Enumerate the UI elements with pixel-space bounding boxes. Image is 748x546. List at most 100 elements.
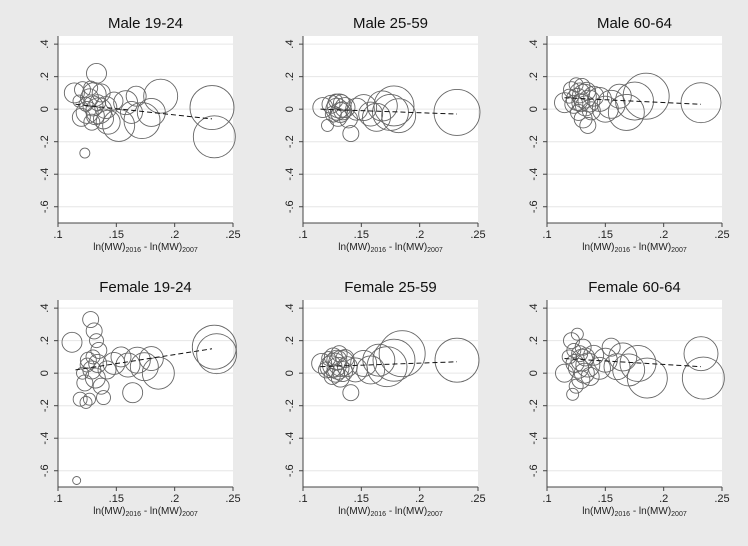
y-tick-label: .2 (528, 336, 540, 345)
x-axis-label-subscript: 2016 (370, 247, 386, 254)
panel-title: Female 19-24 (99, 279, 192, 296)
data-point (350, 94, 378, 121)
data-point (603, 353, 631, 381)
y-tick-label: .4 (284, 40, 296, 49)
y-tick-label: .2 (39, 72, 51, 81)
y-tick-label: -.4 (528, 168, 540, 181)
data-point (86, 62, 107, 84)
data-point (84, 367, 106, 389)
data-point (579, 116, 597, 134)
y-tick-label: .4 (39, 40, 51, 49)
x-axis-label-subscript: 2007 (427, 247, 443, 254)
data-point (93, 108, 114, 130)
data-point (196, 333, 238, 375)
data-point (626, 357, 668, 399)
y-tick-label: -.4 (528, 432, 540, 445)
data-point (330, 368, 350, 388)
plot-area (58, 36, 233, 223)
x-tick-label: .2 (170, 229, 179, 241)
data-point (192, 115, 236, 159)
y-tick-label: -.4 (39, 432, 51, 445)
data-point (574, 338, 592, 356)
x-axis-label-part: ln(MW) (93, 506, 125, 517)
x-axis-label: ln(MW)2016 - ln(MW)2007 (338, 242, 443, 254)
data-point (564, 94, 584, 114)
data-point (372, 338, 416, 382)
panel-title: Female 60-64 (588, 279, 681, 296)
data-point (362, 343, 396, 377)
data-point (583, 344, 605, 366)
x-tick-label: .25 (470, 493, 485, 505)
y-tick-label: 0 (39, 106, 51, 112)
x-axis-label-part: - ln(MW) (141, 242, 182, 253)
x-tick-label: .15 (598, 493, 613, 505)
data-point (63, 82, 85, 104)
data-point (342, 125, 360, 143)
data-point (566, 342, 582, 358)
x-axis-label-subscript: 2007 (182, 511, 198, 518)
x-tick-label: .2 (415, 493, 424, 505)
data-point (110, 346, 132, 368)
data-point (76, 366, 89, 380)
data-point (680, 82, 722, 124)
y-tick-label: -.6 (528, 464, 540, 477)
y-tick-label: -.2 (39, 399, 51, 412)
data-point (434, 337, 480, 383)
data-point (72, 476, 82, 485)
fit-line (320, 108, 458, 115)
x-axis-label-subscript: 2016 (614, 247, 630, 254)
y-tick-label: -.4 (284, 432, 296, 445)
x-tick-label: .2 (659, 229, 668, 241)
x-tick-label: .1 (542, 493, 551, 505)
x-tick-label: .1 (53, 229, 62, 241)
x-tick-label: .15 (109, 229, 124, 241)
x-axis-label: ln(MW)2016 - ln(MW)2007 (93, 506, 198, 518)
data-point (89, 333, 104, 349)
x-tick-label: .2 (415, 229, 424, 241)
panel-title: Male 60-64 (597, 15, 672, 32)
y-tick-label: -.6 (39, 464, 51, 477)
data-point (97, 360, 117, 380)
x-tick-label: .2 (659, 493, 668, 505)
y-tick-label: -.6 (528, 200, 540, 213)
y-tick-label: -.2 (284, 399, 296, 412)
x-tick-label: .1 (53, 493, 62, 505)
x-axis-label-part: - ln(MW) (630, 506, 671, 517)
x-axis-label-subscript: 2007 (182, 247, 198, 254)
data-point (85, 322, 103, 340)
data-point (120, 100, 143, 124)
fit-line (564, 97, 702, 105)
data-point (95, 109, 121, 135)
x-axis-label-part: - ln(MW) (630, 242, 671, 253)
data-point (580, 366, 600, 386)
data-point (335, 349, 355, 368)
x-tick-label: .25 (225, 229, 240, 241)
x-axis-label-subscript: 2007 (671, 247, 687, 254)
data-point (596, 89, 626, 119)
x-tick-label: .25 (714, 493, 729, 505)
data-point (143, 78, 179, 114)
y-tick-label: .2 (284, 72, 296, 81)
data-point (82, 311, 100, 328)
data-point (75, 100, 99, 124)
data-point (79, 147, 91, 159)
y-tick-label: 0 (284, 106, 296, 112)
data-point (565, 87, 589, 111)
x-axis-label: ln(MW)2016 - ln(MW)2007 (582, 506, 687, 518)
data-point (591, 95, 619, 123)
data-point (356, 355, 386, 385)
x-tick-label: .1 (298, 493, 307, 505)
data-point (92, 377, 110, 395)
panel-title: Male 19-24 (108, 15, 183, 32)
fit-line (75, 348, 213, 371)
data-point (581, 101, 601, 121)
fit-line (564, 358, 702, 368)
data-point (332, 361, 354, 382)
data-point (189, 85, 235, 130)
data-point (373, 85, 415, 127)
data-point (577, 81, 597, 101)
data-point (325, 97, 349, 121)
fit-line (320, 361, 458, 368)
data-point (90, 341, 108, 359)
